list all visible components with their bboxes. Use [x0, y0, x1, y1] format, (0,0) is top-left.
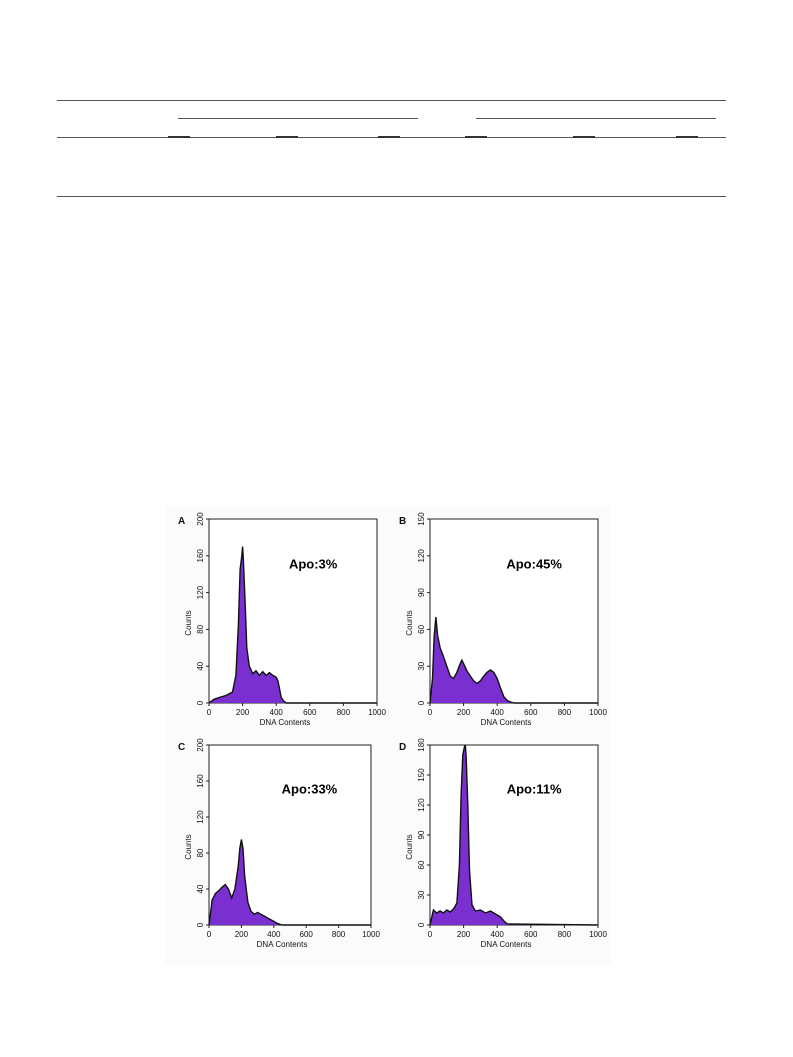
histogram-area	[430, 745, 598, 925]
x-tick-label: 200	[236, 708, 250, 717]
histogram-d: 0 200 400 600 800 1000 0 30 60 90 120 150 180 DNA Con…	[399, 738, 607, 949]
x-tick-label: 600	[300, 930, 314, 939]
table-header-dash	[676, 136, 698, 138]
x-tick-label: 1000	[362, 930, 380, 939]
x-axis-label: DNA Contents	[257, 940, 308, 949]
x-tick-label: 0	[428, 708, 433, 717]
x-axis-label: DNA Contents	[481, 718, 532, 727]
x-tick-label: 1000	[589, 708, 607, 717]
x-tick-label: 200	[235, 930, 249, 939]
y-tick-label: 160	[196, 774, 205, 788]
table-group-rule-left	[178, 118, 418, 119]
x-tick-label: 600	[524, 708, 538, 717]
histogram-outline	[429, 744, 599, 926]
y-tick-label: 90	[417, 830, 426, 839]
x-tick-label: 400	[491, 930, 505, 939]
x-axis-label: DNA Contents	[260, 718, 311, 727]
histogram-outline	[429, 617, 598, 704]
table-header-dash	[276, 136, 298, 138]
x-axis-label: DNA Contents	[481, 940, 532, 949]
table-header-dash	[168, 136, 190, 138]
x-tick-label: 600	[303, 708, 317, 717]
y-tick-label: 60	[417, 860, 426, 869]
histogram-a: 0 200 400 600 800 1000 0 40 80 120 160 200 DNA Conte…	[178, 512, 386, 727]
x-tick-label: 800	[558, 708, 572, 717]
x-tick-label: 200	[457, 708, 471, 717]
apoptosis-annotation: Apo:45%	[506, 557, 562, 572]
y-tick-label: 160	[196, 549, 205, 563]
x-tick-label: 0	[207, 930, 212, 939]
histogram-b: 0 200 400 600 800 1000 0 30 60 90 120 150 DNA Conten…	[399, 512, 607, 727]
panel-letter: D	[399, 742, 406, 753]
y-tick-label: 90	[417, 588, 426, 597]
x-tick-label: 400	[491, 708, 505, 717]
histogram-outline	[208, 546, 377, 704]
plot-frame	[208, 518, 378, 704]
apoptosis-annotation: Apo:33%	[282, 782, 338, 797]
apoptosis-annotation: Apo:11%	[507, 782, 562, 797]
y-tick-label: 30	[417, 890, 426, 899]
table-header-dash	[378, 136, 400, 138]
x-tick-label: 600	[524, 930, 538, 939]
x-tick-label: 0	[207, 708, 212, 717]
table-group-rule-right	[476, 118, 716, 119]
y-tick-label: 180	[417, 738, 426, 752]
plot-frame	[429, 744, 599, 926]
table-header-dash	[573, 136, 595, 138]
panel-letter: B	[399, 516, 406, 527]
y-tick-label: 80	[196, 624, 205, 633]
y-axis-label: Counts	[405, 610, 414, 635]
y-tick-label: 60	[417, 624, 426, 633]
apoptosis-annotation: Apo:3%	[289, 557, 338, 572]
y-tick-label: 0	[196, 700, 205, 705]
x-tick-label: 400	[270, 708, 284, 717]
y-tick-label: 40	[196, 661, 205, 670]
y-tick-label: 200	[196, 738, 205, 752]
y-axis-label: Counts	[184, 610, 193, 635]
x-tick-label: 200	[457, 930, 471, 939]
histogram-outline	[208, 839, 371, 926]
table-top-rule	[57, 100, 726, 101]
panel-letter: C	[178, 742, 185, 753]
histogram-area	[430, 617, 598, 703]
y-tick-label: 120	[417, 798, 426, 812]
y-tick-label: 40	[196, 884, 205, 893]
x-tick-label: 800	[558, 930, 572, 939]
x-tick-label: 400	[267, 930, 281, 939]
x-tick-label: 800	[337, 708, 351, 717]
y-tick-label: 150	[417, 512, 426, 526]
x-tick-label: 0	[428, 930, 433, 939]
y-tick-label: 30	[417, 661, 426, 670]
y-axis-label: Counts	[405, 834, 414, 859]
y-tick-label: 80	[196, 848, 205, 857]
figure-panel: 0 200 400 600 800 1000 0 40 80 120 160 200 DNA Conte…	[165, 505, 611, 965]
x-tick-label: 1000	[368, 708, 386, 717]
table-bottom-rule	[57, 196, 726, 197]
y-tick-label: 120	[196, 585, 205, 599]
histogram-c: 0 200 400 600 800 1000 0 40 80 120 160 200 DNA Conte…	[178, 738, 380, 949]
y-tick-label: 0	[417, 922, 426, 927]
table-header-dash	[465, 136, 487, 138]
panel-letter: A	[178, 516, 185, 527]
y-tick-label: 0	[196, 922, 205, 927]
y-tick-label: 150	[417, 768, 426, 782]
y-axis-label: Counts	[184, 834, 193, 859]
histogram-area	[209, 839, 371, 925]
y-tick-label: 200	[196, 512, 205, 526]
x-tick-label: 1000	[589, 930, 607, 939]
y-tick-label: 120	[417, 549, 426, 563]
x-tick-label: 800	[332, 930, 346, 939]
y-tick-label: 120	[196, 810, 205, 824]
histogram-area	[209, 546, 377, 703]
y-tick-label: 0	[417, 700, 426, 705]
